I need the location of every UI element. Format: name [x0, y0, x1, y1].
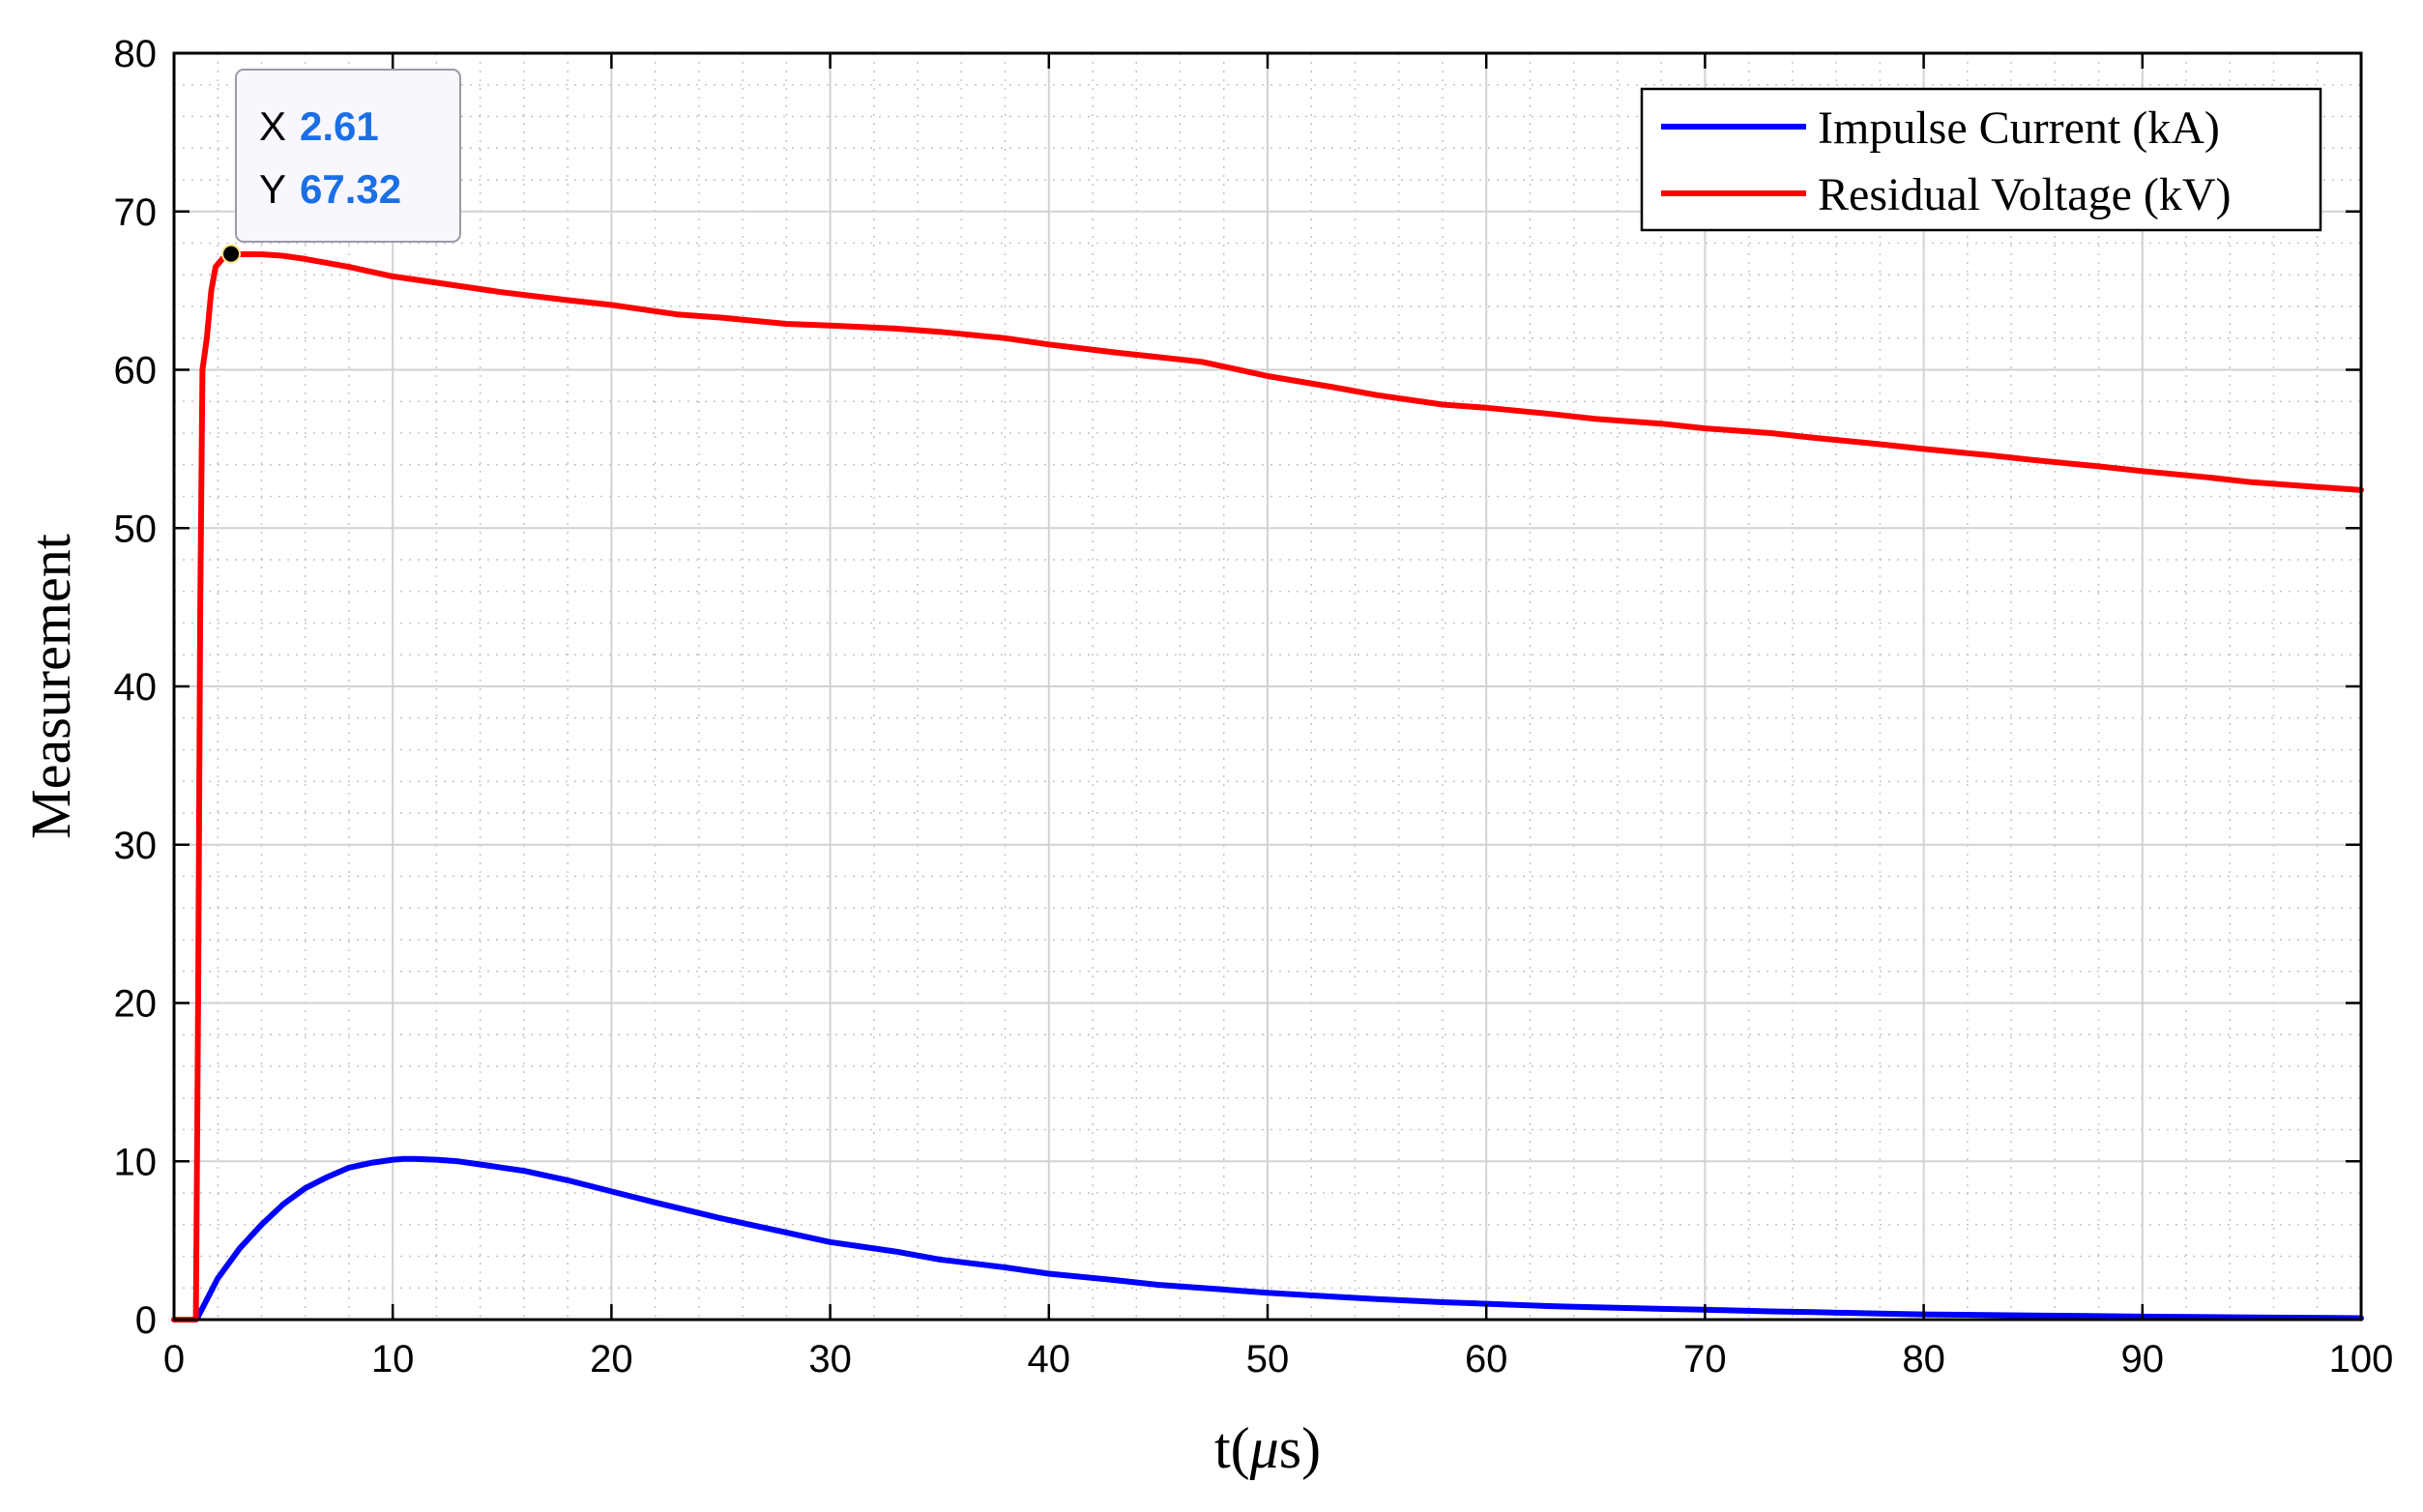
- x-tick-label: 100: [2329, 1338, 2394, 1381]
- x-tick-label: 90: [2121, 1338, 2165, 1381]
- x-tick-label: 20: [590, 1338, 633, 1381]
- y-tick-label: 20: [114, 983, 158, 1026]
- y-tick-label: 0: [135, 1299, 157, 1342]
- data-tip-x-row: X 2.61: [259, 103, 379, 149]
- y-tick-label: 80: [114, 33, 158, 75]
- data-tip-box: [235, 69, 461, 243]
- data-tip-y-row: Y 67.32: [259, 166, 401, 212]
- ticks: [172, 51, 2363, 1322]
- x-tick-label: 40: [1028, 1338, 1071, 1381]
- data-tip-marker: [221, 244, 242, 264]
- x-axis-title-symbol: μ: [1249, 1416, 1279, 1480]
- data-tip-y-label: Y: [259, 166, 286, 212]
- x-tick-label: 70: [1683, 1338, 1727, 1381]
- y-tick-label: 50: [114, 508, 158, 550]
- y-tick-label: 10: [114, 1141, 158, 1183]
- tick-labels: 0 10 20 30 40 50 60 70 80 90 100 0 10 20 30 40 50 60 70 80: [114, 33, 2394, 1381]
- data-tip-x-label: X: [259, 103, 286, 149]
- y-tick-label: 40: [114, 666, 158, 709]
- data-tip-x-value: 2.61: [300, 103, 379, 149]
- legend: Impulse Current (kA) Residual Voltage (k…: [1640, 87, 2322, 232]
- y-tick-label: 30: [114, 825, 158, 867]
- x-tick-label: 50: [1246, 1338, 1290, 1381]
- y-tick-label: 60: [114, 350, 158, 393]
- data-tip-y-value: 67.32: [300, 166, 401, 212]
- y-tick-label: 70: [114, 191, 158, 234]
- legend-label-current: Impulse Current (kA): [1818, 102, 2220, 154]
- data-tip: X 2.61 Y 67.32: [221, 69, 461, 264]
- x-axis-title-prefix: t(: [1214, 1416, 1250, 1480]
- x-tick-label: 10: [371, 1338, 415, 1381]
- legend-box: [1640, 87, 2322, 232]
- y-axis-title: Measurement: [19, 534, 82, 839]
- x-tick-label: 80: [1902, 1338, 1945, 1381]
- x-tick-label: 0: [163, 1338, 185, 1381]
- series-line-1: [171, 250, 2364, 1323]
- x-tick-label: 60: [1465, 1338, 1508, 1381]
- x-tick-label: 30: [808, 1338, 852, 1381]
- x-axis-title-suffix: s): [1279, 1416, 1321, 1480]
- x-axis-title: t(μs): [1214, 1416, 1321, 1480]
- legend-label-voltage: Residual Voltage (kV): [1818, 169, 2232, 220]
